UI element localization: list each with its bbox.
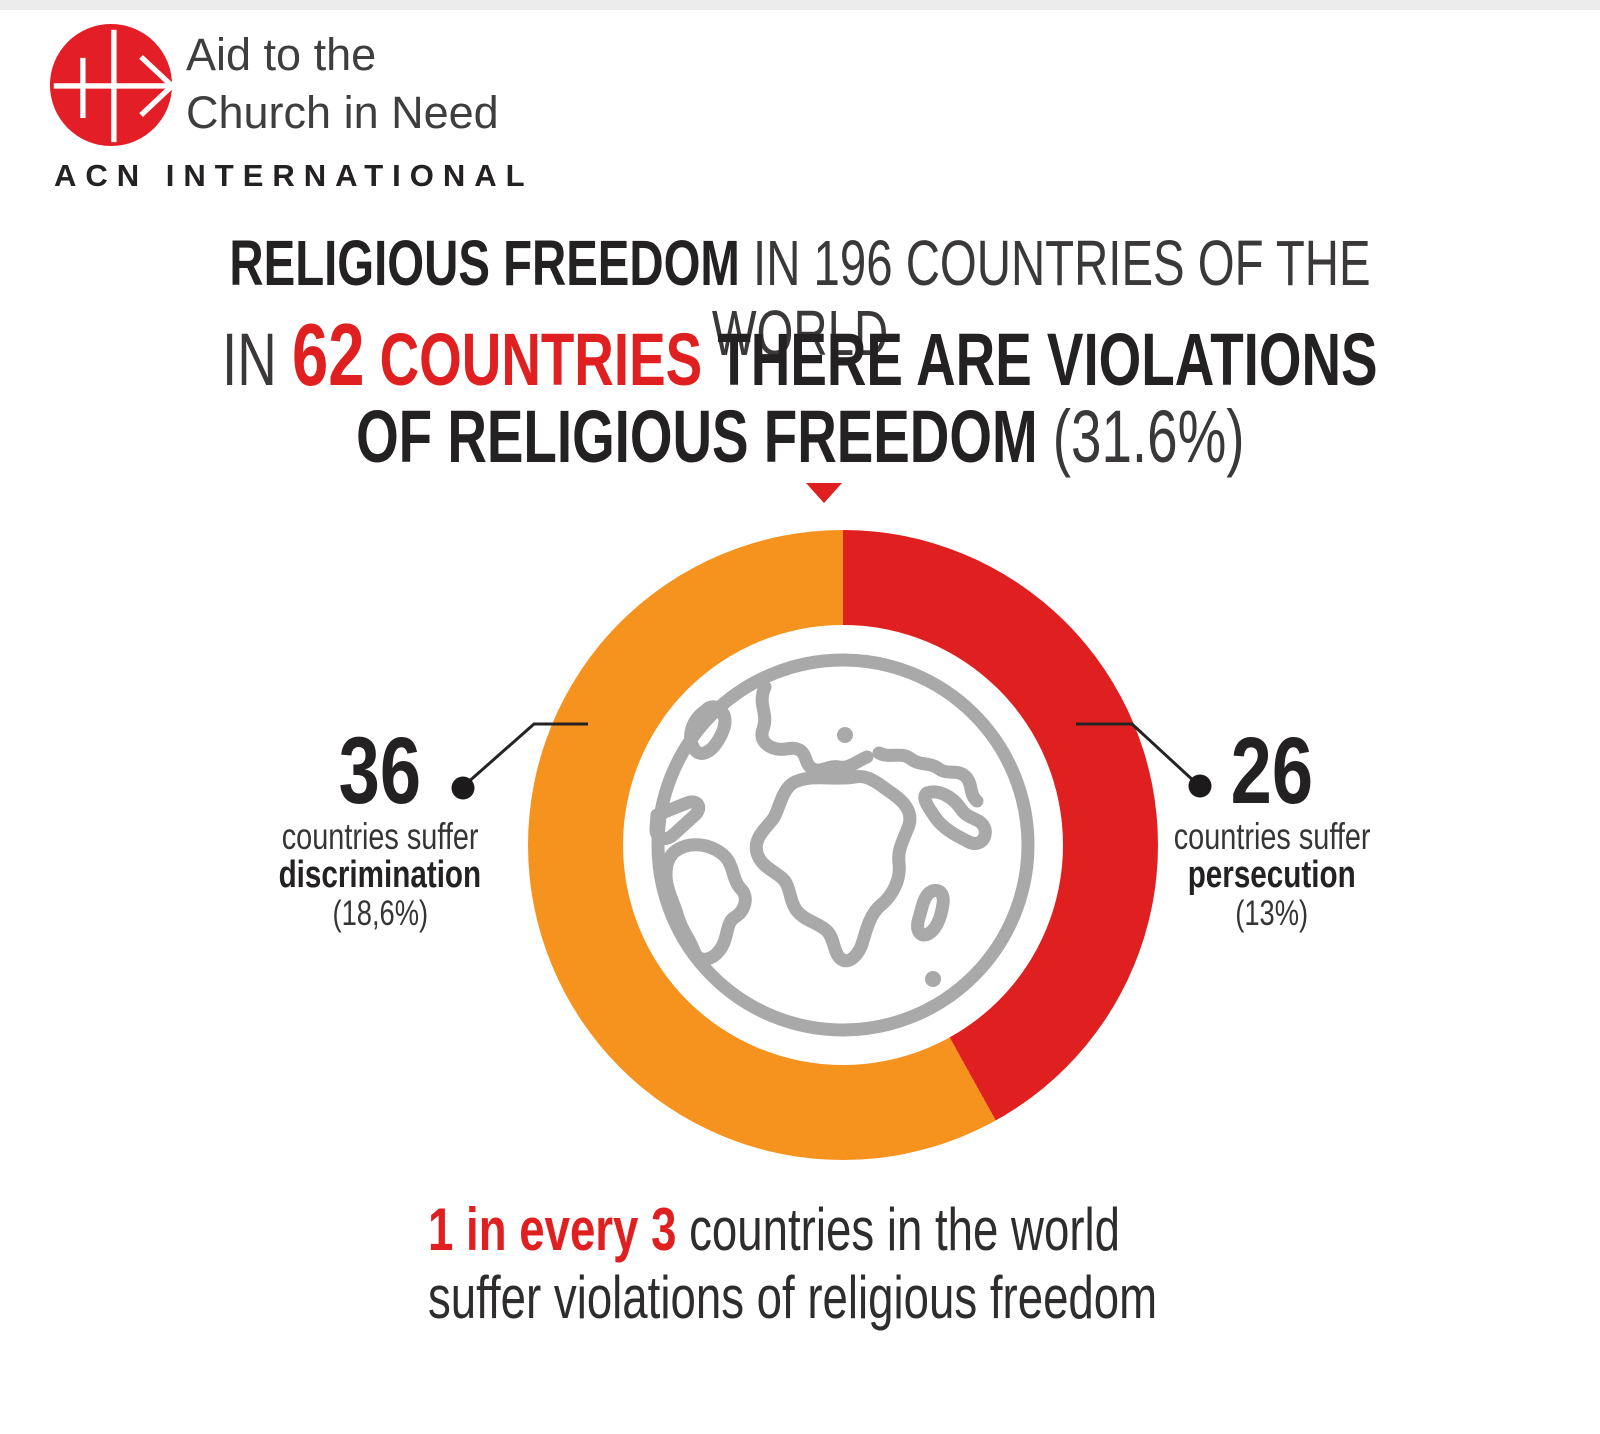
footer-line2: suffer violations of religious freedom [428,1264,1158,1331]
footer-note: 1 in every 3 countries in the world suff… [428,1196,1387,1332]
headline-bold: RELIGIOUS FREEDOM [229,227,740,299]
persecution-caption: countries suffer [1173,816,1371,857]
brand-line-1: Aid to the [186,29,377,80]
callout-persecution: 26 countries suffer persecution (13%) [1092,724,1452,934]
subtitle-pct: (31.6%) [1052,395,1245,478]
persecution-pct: (13%) [1235,894,1309,933]
callout-discrimination: 36 countries suffer discrimination (18,6… [200,724,560,934]
headline-light: IN 196 COUNTRIES OF THE WORLD [711,227,1384,369]
subtitle-violations: THERE ARE VIOLATIONS [702,318,1378,401]
discrimination-caption: countries suffer [281,816,479,857]
persecution-label: persecution [1187,854,1356,896]
headline-line-1: RELIGIOUS FREEDOM IN 196 COUNTRIES OF TH… [0,228,1600,368]
acn-logo-icon [49,23,174,147]
discrimination-pct: (18,6%) [332,894,428,933]
brand-org: ACN INTERNATIONAL [54,158,534,193]
subtitle-of-religious-freedom: OF RELIGIOUS FREEDOM [355,395,1053,478]
persecution-count: 26 [1230,718,1314,824]
subtitle-countries: COUNTRIES [364,318,703,401]
brand-name: Aid to the Church in Need [186,26,499,142]
discrimination-count: 36 [338,718,422,824]
pointer-triangle-icon [806,483,842,503]
brand-line-2: Church in Need [186,87,499,138]
subtitle-in: IN [222,318,293,401]
discrimination-label: discrimination [278,854,482,896]
footer-highlight: 1 in every 3 [428,1196,677,1263]
subtitle-62: 62 [292,305,365,404]
headline-line-2-3: IN 62 COUNTRIES THERE ARE VIOLATIONS OF … [0,311,1600,478]
top-strip [0,0,1600,10]
globe-icon [649,653,1035,1037]
footer-rest: countries in the world [676,1196,1121,1263]
